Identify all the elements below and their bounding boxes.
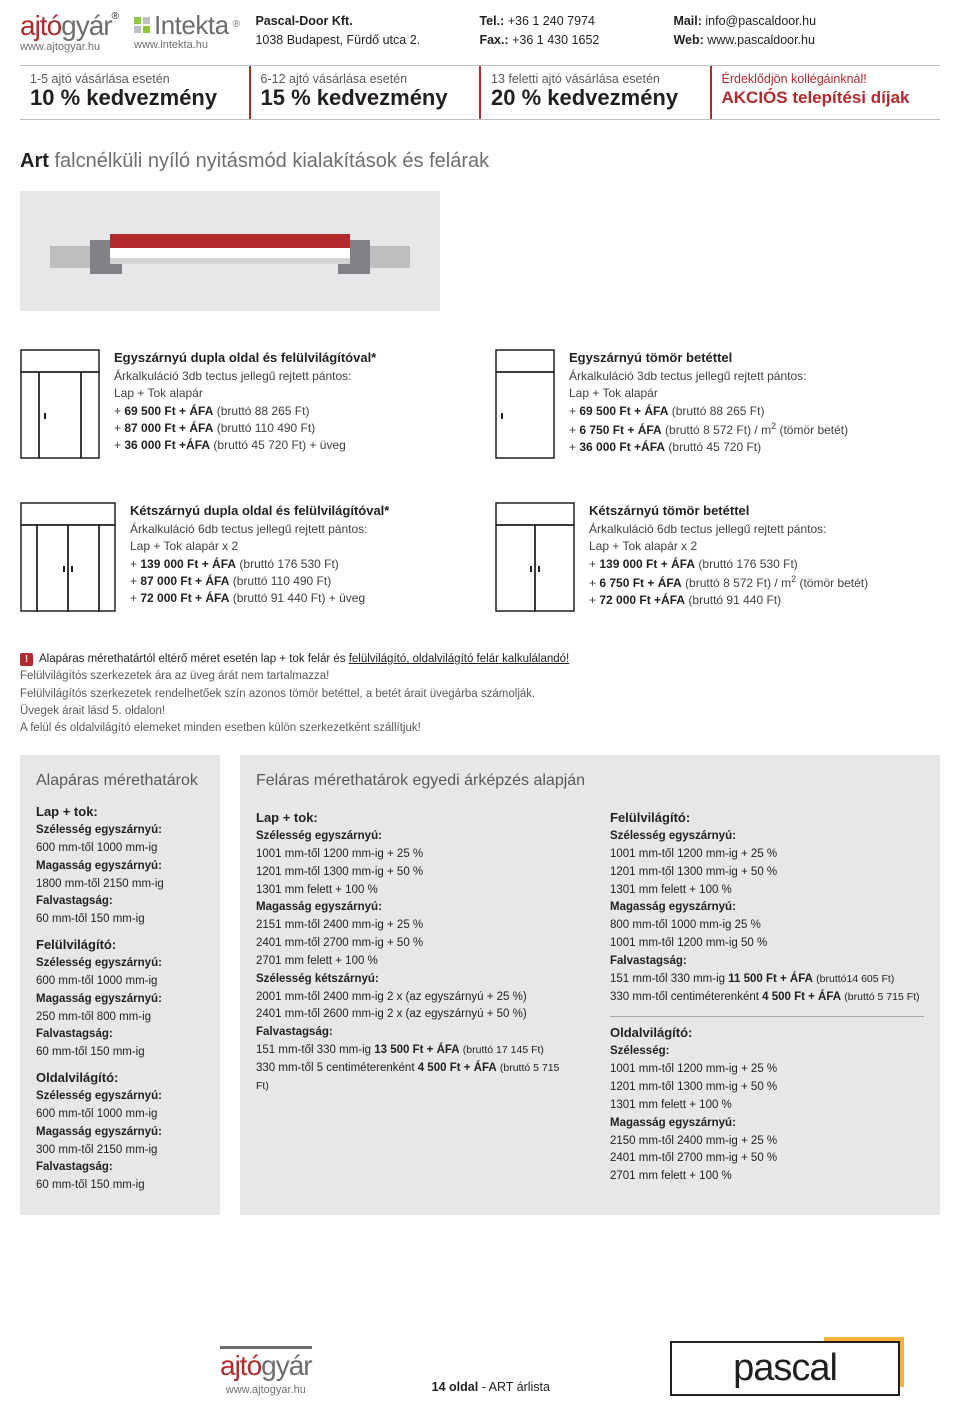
contact-block: Pascal-Door Kft. Tel.: +36 1 240 7974 Ma… (255, 12, 940, 50)
fax-value: +36 1 430 1652 (512, 33, 599, 47)
ajtogyar-url: www.ajtogyar.hu (20, 42, 118, 53)
company-name: Pascal-Door Kft. (255, 14, 352, 28)
address: 1038 Budapest, Fürdő utca 2. (255, 31, 455, 50)
product-1: Egyszárnyú tömör betéttel Árkalkuláció 3… (495, 349, 940, 464)
product-text: Egyszárnyú dupla oldal és felülvilágítóv… (114, 349, 376, 464)
tel-value: +36 1 240 7974 (508, 14, 595, 28)
web-value: www.pascaldoor.hu (707, 33, 815, 47)
title-rest: falcnélküli nyíló nyitásmód kialakítások… (49, 150, 489, 172)
footer-page: 14 oldal - ART árlista (432, 1380, 550, 1394)
title-art: Art (20, 150, 49, 172)
logo-part-ajto: ajtó (20, 10, 61, 41)
discount-2: 13 feletti ajtó vásárlása esetén20 % ked… (481, 66, 712, 119)
discount-bar: 1-5 ajtó vásárlása esetén10 % kedvezmény… (20, 65, 940, 120)
door-icon (495, 502, 575, 617)
discount-1: 6-12 ajtó vásárlása esetén15 % kedvezmén… (251, 66, 482, 119)
page-title: Art falcnélküli nyíló nyitásmód kialakít… (20, 150, 940, 173)
pascal-logo: pascal (670, 1341, 900, 1396)
base-limits: Alapáras mérethatárokLap + tok:Szélesség… (20, 755, 220, 1215)
footer: ajtógyár www.ajtogyar.hu 14 oldal - ART … (0, 1341, 960, 1396)
product-2: Kétszárnyú dupla oldal és felülvilágítóv… (20, 502, 465, 617)
door-icon (495, 349, 555, 464)
warning-icon: ! (20, 653, 33, 666)
intekta-logo: Intekta® www.intekta.hu (134, 12, 239, 51)
discount-0: 1-5 ajtó vásárlása esetén10 % kedvezmény (20, 66, 251, 119)
fax-label: Fax.: (479, 33, 508, 47)
tel-label: Tel.: (479, 14, 504, 28)
footer-page-num: 14 oldal (432, 1380, 479, 1394)
mail-label: Mail: (673, 14, 701, 28)
mail-value: info@pascaldoor.hu (705, 14, 816, 28)
footer-url: www.ajtogyar.hu (220, 1384, 312, 1396)
door-icon (20, 349, 100, 464)
extra-limits: Feláras mérethatárok egyedi árképzés ala… (240, 755, 940, 1215)
hero-diagram (20, 191, 440, 311)
header: ajtógyár® www.ajtogyar.hu Intekta® www.i… (20, 0, 940, 53)
footer-logo-gyar: gyár (261, 1350, 311, 1381)
footer-logo-ajto: ajtó (220, 1350, 261, 1381)
limits-section: Alapáras mérethatárokLap + tok:Szélesség… (20, 755, 940, 1215)
product-3: Kétszárnyú tömör betéttel Árkalkuláció 6… (495, 502, 940, 617)
footer-ajtogyar-logo: ajtógyár www.ajtogyar.hu (220, 1350, 312, 1396)
notice-block: !Alapáras mérethatártól eltérő méret ese… (20, 651, 940, 737)
door-icon (20, 502, 116, 617)
product-text: Egyszárnyú tömör betéttel Árkalkuláció 3… (569, 349, 848, 464)
logo-part-gyar: gyár (61, 10, 111, 41)
product-text: Kétszárnyú tömör betéttel Árkalkuláció 6… (589, 502, 868, 617)
discount-3: Érdeklődjön kollégáinknál!AKCIÓS telepít… (712, 66, 941, 119)
ajtogyar-logo: ajtógyár® www.ajtogyar.hu (20, 12, 118, 53)
pascal-text: pascal (670, 1341, 900, 1396)
intekta-text: Intekta (154, 12, 229, 38)
product-text: Kétszárnyú dupla oldal és felülvilágítóv… (130, 502, 389, 617)
product-0: Egyszárnyú dupla oldal és felülvilágítóv… (20, 349, 465, 464)
intekta-url: www.intekta.hu (134, 40, 239, 51)
web-label: Web: (673, 33, 703, 47)
footer-page-suffix: - ART árlista (478, 1380, 550, 1394)
